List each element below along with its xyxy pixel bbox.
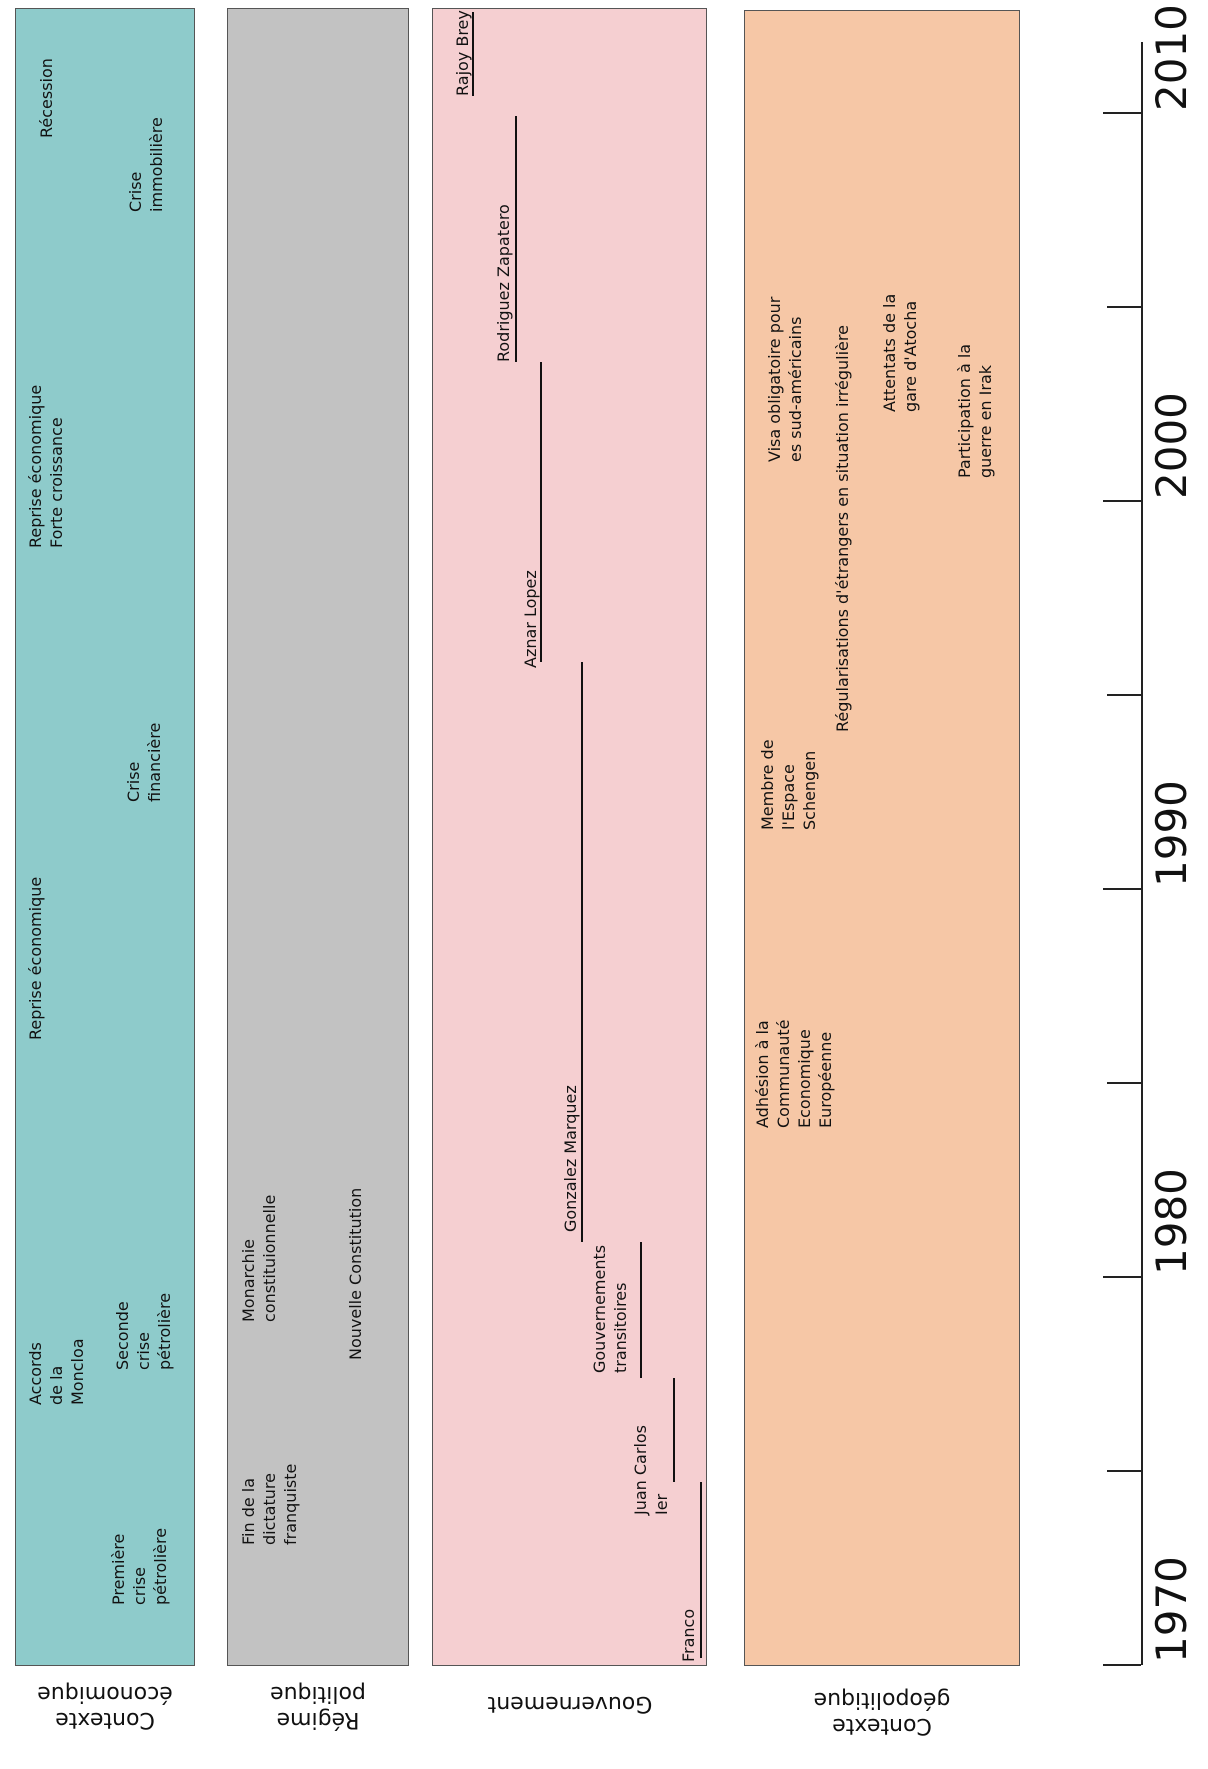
gov-gonzalez: Gonzalez Marquez	[561, 1085, 580, 1232]
category-contexte-economique: Contexte économique	[37, 1681, 173, 1732]
gov-gonzalez-line	[581, 662, 583, 1242]
gov-transitoires-line	[640, 1242, 642, 1378]
gov-juan-carlos-line	[673, 1378, 675, 1482]
axis-tick	[1103, 500, 1141, 502]
gov-zapatero-line	[515, 116, 517, 362]
axis-tick	[1103, 1664, 1141, 1666]
axis-year-label: 2010	[1147, 4, 1196, 111]
gov-franco-line	[700, 1482, 702, 1658]
event-monarchie: Monarchie constituionnelle	[239, 1194, 279, 1322]
axis-tick	[1107, 306, 1141, 308]
event-crise-financiere: Crise financière	[124, 722, 164, 802]
event-accords-moncloa: Accords de la Moncloa	[26, 1338, 87, 1405]
category-gouvernement: Gouvernement	[487, 1691, 653, 1716]
gov-rajoy-line	[472, 12, 474, 96]
gov-rajoy: Rajoy Brey	[453, 10, 472, 96]
band-gouvernement	[432, 8, 707, 1666]
event-guerre-irak: Participation à la guerre en Irak	[955, 343, 995, 478]
event-crise-immobiliere: Crise immobilière	[126, 117, 166, 212]
event-reprise-economique: Reprise économique	[26, 876, 45, 1040]
gov-franco: Franco	[679, 1608, 698, 1662]
gov-aznar: Aznar Lopez	[521, 570, 540, 668]
category-regime-politique: Régime politique	[270, 1681, 366, 1732]
gov-juan-carlos: Juan Carlos Ier	[631, 1424, 671, 1515]
event-premiere-crise-petroliere: Première crise pétrolière	[109, 1527, 170, 1605]
event-seconde-crise-petroliere: Seconde crise pétrolière	[113, 1292, 174, 1370]
event-regularisations: Régularisations d'étrangers en situation…	[833, 325, 852, 732]
event-nouvelle-constitution: Nouvelle Constitution	[346, 1187, 365, 1360]
axis-tick	[1103, 1276, 1141, 1278]
axis-year-label: 2000	[1147, 392, 1196, 499]
axis-tick	[1107, 694, 1141, 696]
category-contexte-geopolitique: Contexte géopolitique	[813, 1687, 951, 1738]
gov-transitoires: Gouvernements transitoires	[590, 1244, 630, 1373]
band-contexte-economique	[15, 8, 195, 1666]
gov-zapatero: Rodriguez Zapatero	[494, 204, 513, 362]
axis-tick	[1107, 1082, 1141, 1084]
event-schengen: Membre de l'Espace Schengen	[758, 739, 819, 830]
axis-tick	[1103, 112, 1141, 114]
event-recession: Récession	[37, 58, 56, 138]
axis-tick	[1103, 888, 1141, 890]
band-contexte-geopolitique	[744, 10, 1020, 1666]
axis-year-label: 1970	[1147, 1556, 1196, 1663]
gov-aznar-line	[540, 362, 542, 662]
axis-year-label: 1990	[1147, 780, 1196, 887]
band-regime-politique	[227, 8, 409, 1666]
event-attentats-atocha: Attentats de la gare d'Atocha	[880, 293, 920, 412]
event-adhesion-cee: Adhésion à la Communauté Economique Euro…	[753, 1019, 835, 1128]
event-reprise-forte-croissance: Reprise économique Forte croissance	[26, 384, 66, 548]
axis-year-label: 1980	[1147, 1168, 1196, 1275]
axis-line	[1141, 42, 1143, 1665]
event-visa-obligatoire: Visa obligatoire pour es sud-américains	[765, 296, 805, 462]
axis-tick	[1107, 1470, 1141, 1472]
event-fin-dictature: Fin de la dictature franquiste	[239, 1463, 300, 1545]
